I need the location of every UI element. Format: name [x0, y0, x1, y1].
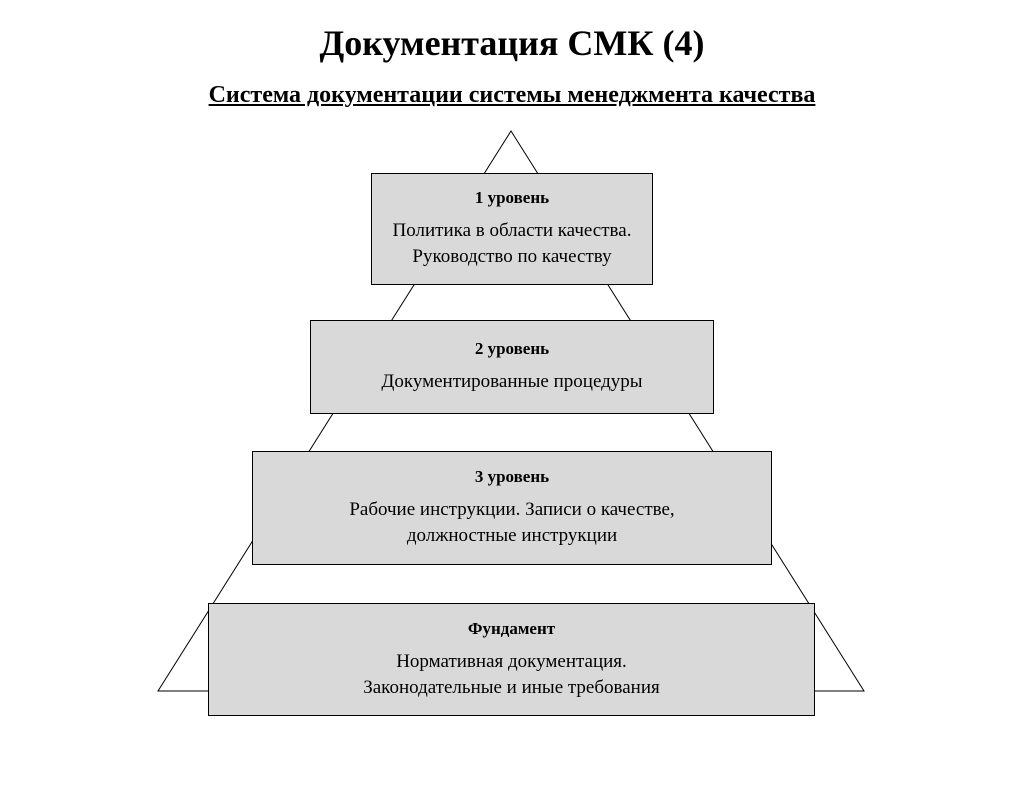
level-1-heading: 1 уровень [475, 188, 549, 208]
pyramid-diagram: 1 уровень Политика в области качества.Ру… [0, 113, 1024, 733]
foundation-box: Фундамент Нормативная документация.Закон… [208, 603, 815, 716]
level-3-heading: 3 уровень [475, 467, 549, 487]
level-3-box: 3 уровень Рабочие инструкции. Записи о к… [252, 451, 772, 565]
level-2-heading: 2 уровень [475, 339, 549, 359]
level-1-box: 1 уровень Политика в области качества.Ру… [371, 173, 653, 285]
foundation-body: Нормативная документация.Законодательные… [363, 649, 660, 700]
level-1-body: Политика в области качества.Руководство … [393, 218, 632, 269]
level-2-body: Документированные процедуры [381, 369, 642, 395]
page-subtitle: Система документации системы менеджмента… [0, 82, 1024, 109]
level-3-body: Рабочие инструкции. Записи о качестве,до… [349, 497, 674, 548]
page-title: Документация СМК (4) [0, 22, 1024, 64]
level-2-box: 2 уровень Документированные процедуры [310, 320, 714, 414]
foundation-heading: Фундамент [468, 619, 555, 639]
